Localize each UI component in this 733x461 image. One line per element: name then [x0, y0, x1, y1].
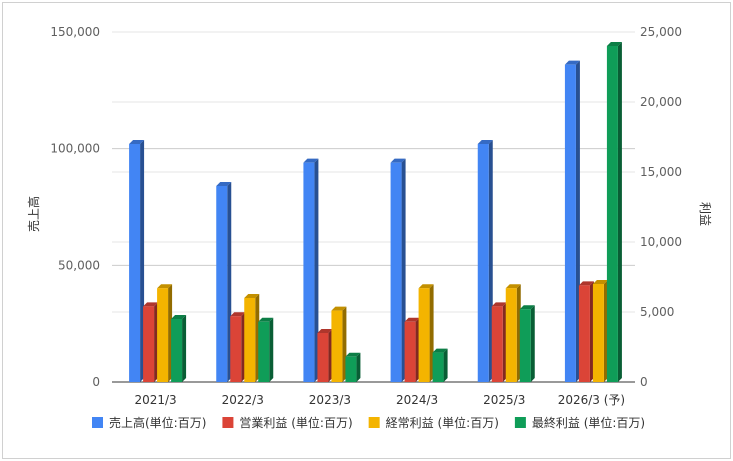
bar-4-2 [258, 317, 274, 382]
right-tick-label: 15,000 [640, 165, 682, 179]
left-axis-title: 売上高 [26, 196, 41, 232]
category-label: 2025/3 [483, 393, 525, 407]
bars [129, 42, 622, 383]
bar-2-6 [578, 281, 594, 382]
bar-3-5 [505, 284, 521, 382]
legend-item-3: 経常利益 (単位:百万) [368, 415, 499, 430]
category-label: 2023/3 [309, 393, 351, 407]
legend-label: 売上高(単位:百万) [109, 415, 206, 430]
legend-swatch [514, 417, 526, 428]
category-label: 2026/3 (予) [558, 393, 625, 407]
legend-swatch [368, 417, 380, 428]
category-label: 2021/3 [134, 393, 176, 407]
bar-2-3 [317, 329, 333, 382]
bar-2-5 [491, 302, 507, 382]
bar-1-1 [129, 140, 145, 382]
gridlines [112, 31, 635, 383]
bar-1-4 [390, 158, 406, 382]
category-label: 2024/3 [396, 393, 438, 407]
legend-label: 営業利益 (単位:百万) [239, 415, 352, 430]
right-axis-ticks: 0 5,000 10,000 15,000 20,000 25,000 [640, 25, 682, 389]
left-tick-label: 0 [92, 375, 100, 389]
bar-3-1 [157, 284, 173, 382]
legend-item-4: 最終利益 (単位:百万) [514, 415, 645, 430]
bar-1-5 [477, 140, 493, 382]
bar-4-3 [345, 352, 361, 382]
bar-3-2 [244, 294, 260, 382]
bar-1-2 [216, 182, 232, 382]
right-tick-label: 10,000 [640, 235, 682, 249]
legend: 売上高(単位:百万) 営業利益 (単位:百万) 経常利益 (単位:百万) 最終利益 (… [92, 415, 645, 430]
bar-4-1 [171, 315, 187, 382]
bar-4-5 [519, 305, 535, 382]
right-tick-label: 25,000 [640, 25, 682, 39]
right-tick-label: 20,000 [640, 95, 682, 109]
left-tick-label: 50,000 [58, 258, 100, 272]
legend-swatch [222, 417, 234, 428]
category-label: 2022/3 [222, 393, 264, 407]
right-axis-title: 利益 [698, 202, 712, 226]
category-labels: 2021/3 2022/3 2023/3 2024/3 2025/3 2026/3 (予) [134, 393, 625, 407]
right-tick-label: 0 [640, 375, 648, 389]
left-tick-label: 150,000 [50, 25, 100, 39]
legend-label: 最終利益 (単位:百万) [532, 415, 645, 430]
bar-4-6 [606, 42, 622, 382]
bar-2-2 [230, 312, 246, 382]
bar-3-3 [331, 306, 347, 382]
legend-item-2: 営業利益 (単位:百万) [222, 415, 353, 430]
left-tick-label: 100,000 [50, 142, 100, 156]
bar-3-4 [418, 284, 434, 382]
legend-item-1: 売上高(単位:百万) [92, 415, 206, 430]
legend-label: 経常利益 (単位:百万) [386, 415, 499, 430]
right-tick-label: 5,000 [640, 305, 674, 319]
bar-3-6 [592, 280, 608, 382]
bar-2-4 [404, 317, 420, 382]
legend-swatch [92, 417, 103, 428]
left-axis-ticks: 0 50,000 100,000 150,000 [50, 25, 100, 389]
bar-1-3 [303, 158, 319, 382]
bar-2-1 [143, 302, 159, 382]
bar-1-6 [564, 60, 580, 383]
bar-4-4 [432, 348, 448, 382]
